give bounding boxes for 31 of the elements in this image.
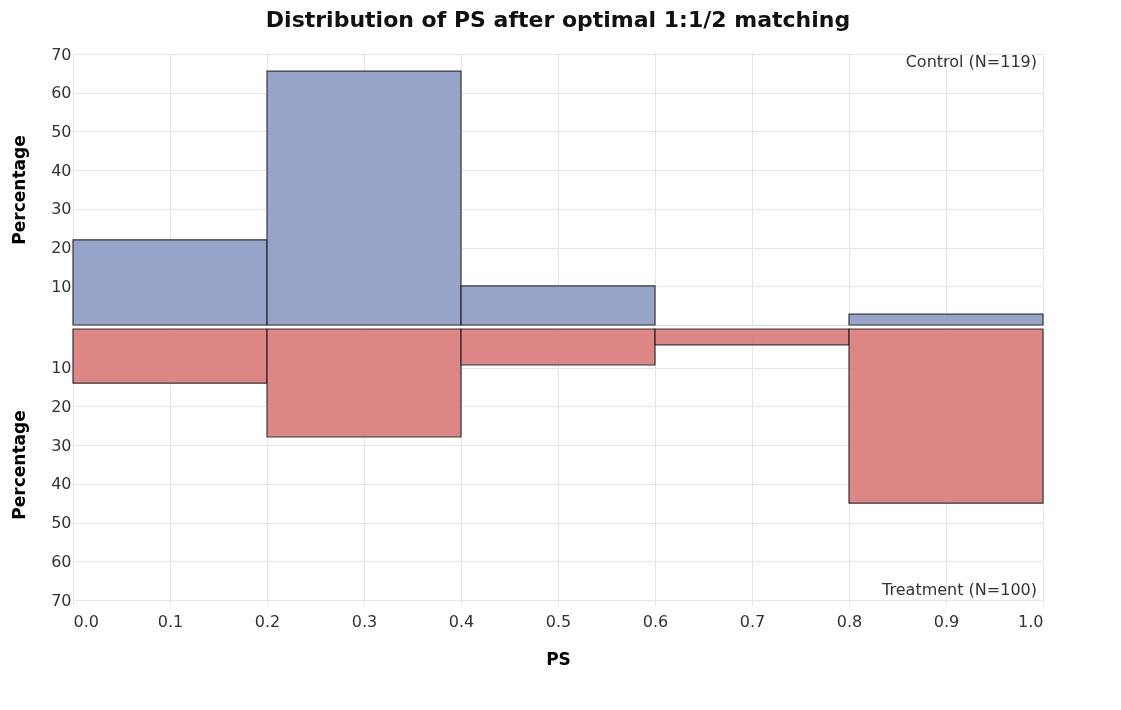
- y-tick-label: 30: [51, 199, 72, 219]
- x-tick-label: 0.8: [836, 611, 863, 631]
- y-tick-label: 20: [51, 396, 72, 416]
- x-axis-title: PS: [546, 648, 571, 669]
- y-tick-label: 40: [51, 474, 72, 494]
- y-axis-title: Percentage: [9, 410, 30, 520]
- y-tick-label: 50: [51, 121, 72, 141]
- y-tick-label: 20: [51, 238, 72, 258]
- x-tick-label: 0.6: [642, 611, 669, 631]
- y-tick-label: 40: [51, 160, 72, 180]
- annotation: Control (N=119): [905, 52, 1037, 71]
- x-tick-label: 0.0: [73, 611, 99, 631]
- y-axis-title: Percentage: [9, 135, 30, 245]
- x-tick-label: 0.2: [254, 611, 281, 631]
- y-tick-label: 60: [51, 83, 72, 103]
- y-tick-label: 70: [51, 44, 72, 64]
- y-tick-label: 30: [51, 435, 72, 455]
- x-tick-label: 0.3: [351, 611, 378, 631]
- annotation: Treatment (N=100): [881, 580, 1037, 599]
- y-tick-label: 50: [51, 513, 72, 533]
- y-tick-label: 60: [51, 551, 72, 571]
- x-tick-label: 0.4: [448, 611, 475, 631]
- x-tick-label: 0.9: [933, 611, 960, 631]
- x-tick-label: 0.7: [739, 611, 766, 631]
- x-tick-label: 1.0: [1018, 611, 1044, 631]
- x-tick-label: 0.1: [157, 611, 184, 631]
- y-tick-label: 10: [51, 276, 72, 296]
- y-tick-label: 70: [51, 590, 72, 610]
- chart-title: Distribution of PS after optimal 1:1/2 matching: [265, 7, 851, 32]
- y-tick-label: 10: [51, 358, 72, 378]
- x-tick-label: 0.5: [545, 611, 572, 631]
